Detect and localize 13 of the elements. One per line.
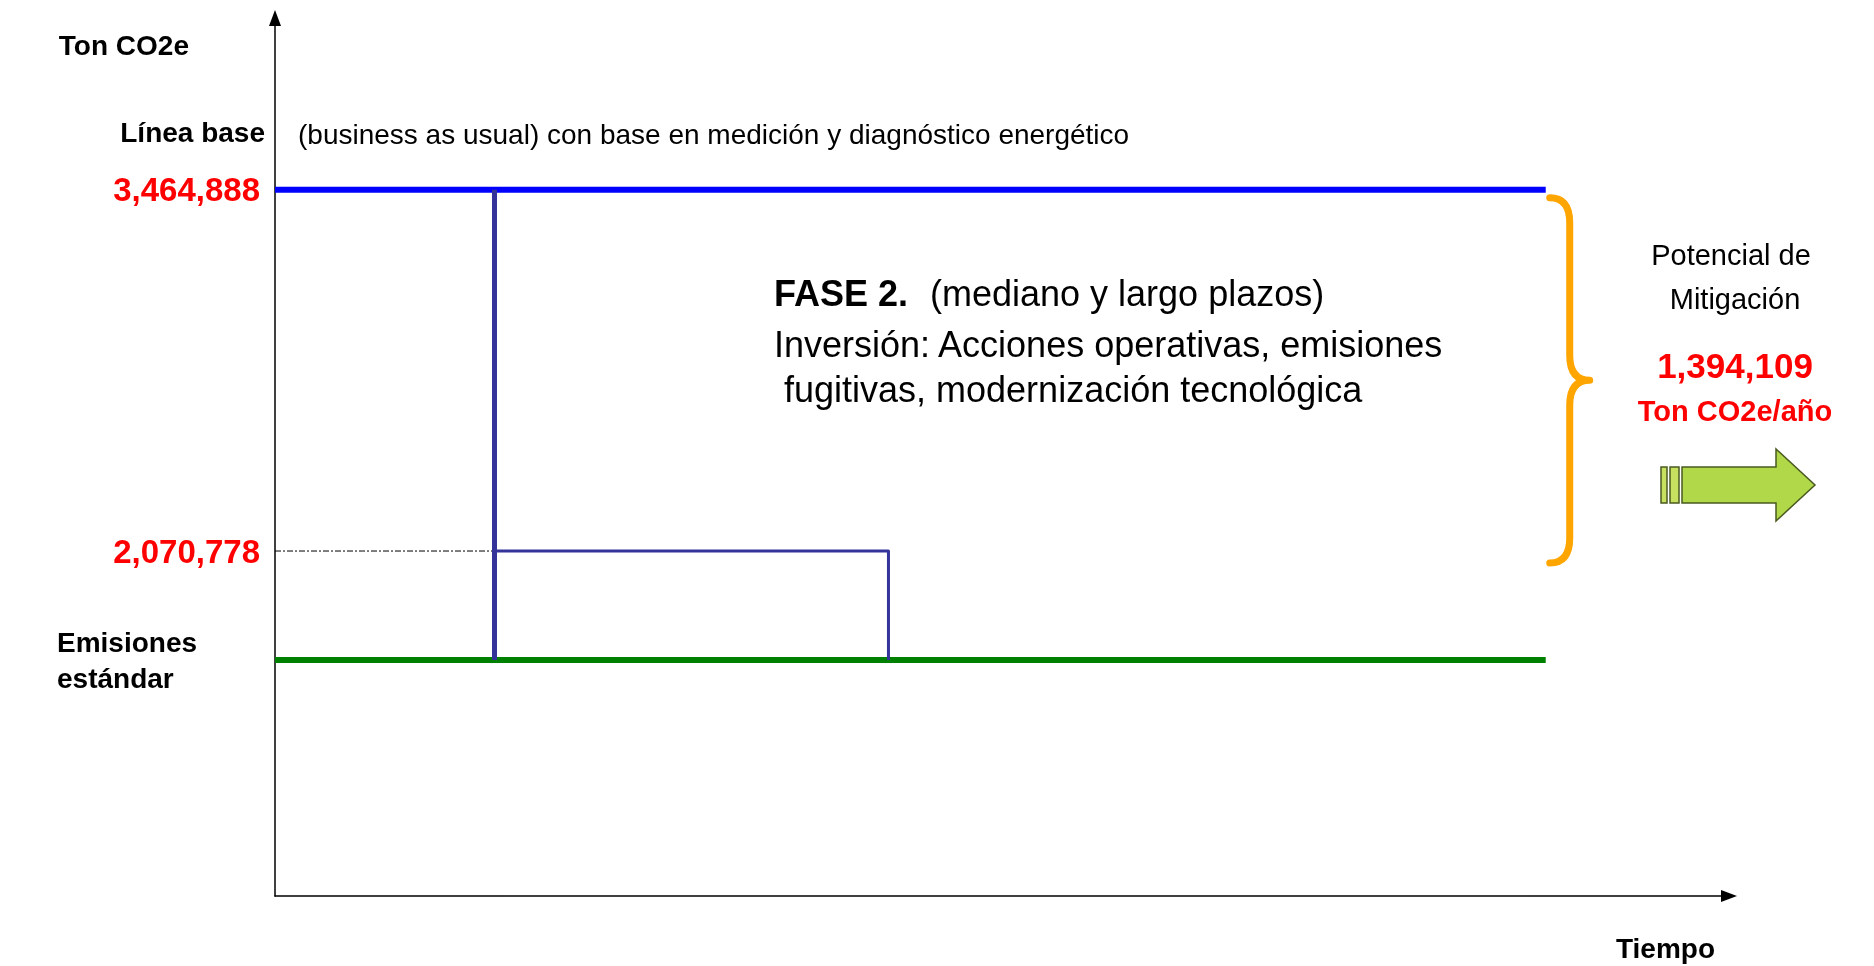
annotation: Ton CO2e/año (1637, 395, 1833, 427)
annotation: (mediano y largo plazos) (930, 272, 1325, 314)
annotation: FASE 2. (774, 272, 909, 314)
annotation: 1,394,109 (1657, 345, 1813, 385)
text: Emisiones estándar (57, 626, 205, 694)
y-axis-title: Ton CO2e (58, 29, 189, 61)
annotation: (business as usual) con base en medición y diagnóstico energético (298, 118, 1130, 150)
y-tick-label: 2,070,778 (113, 532, 260, 570)
series-label: Línea base (120, 117, 265, 149)
annotation: Inversión: Acciones operativas, emisiones fugitivas, modernización tecnológica (774, 324, 1443, 410)
y-tick-label: 3,464,888 (113, 171, 260, 209)
text: Tiempo (1615, 932, 1715, 964)
annotation: Potencial de Mitigación (1651, 239, 1819, 315)
